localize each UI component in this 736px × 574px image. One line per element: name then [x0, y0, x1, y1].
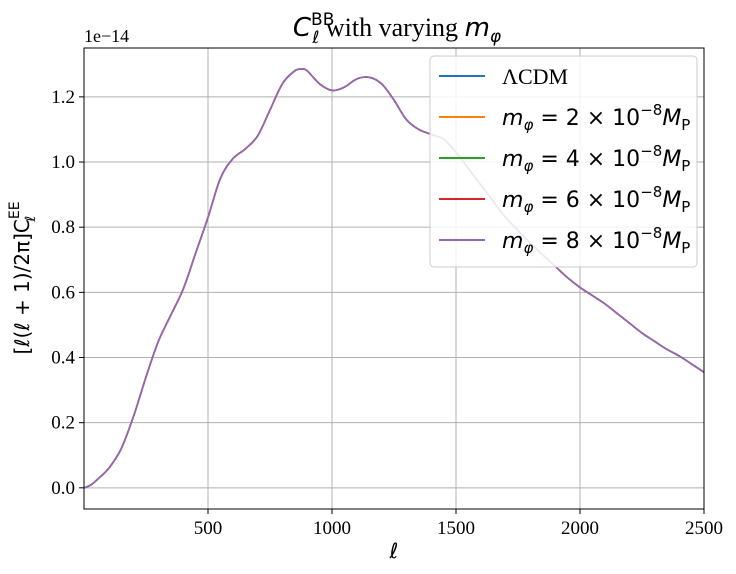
y-tick-label: 0.8 [51, 217, 75, 238]
y-tick-label: 0.2 [51, 413, 75, 434]
chart-title: CBB ℓ with varying mφ [293, 10, 502, 48]
x-axis-label: ℓ [389, 539, 399, 563]
x-tick-label: 1000 [313, 518, 351, 539]
legend-label-1: ΛCDM [502, 64, 568, 89]
x-tick-label: 2500 [685, 518, 723, 539]
series-line-5 [84, 68, 705, 489]
y-tick-label: 1.2 [51, 87, 75, 108]
y-tick-label: 0.4 [51, 348, 75, 369]
legend-box [429, 55, 698, 268]
x-tick-label: 1500 [437, 518, 475, 539]
legend-label-5: mφ = 8 × 10−8MP [502, 224, 690, 257]
y-axis-label: [ℓ(ℓ + 1)/2π]CEEℓ [7, 201, 39, 354]
y-offset-text: 1e−14 [84, 26, 129, 46]
x-tick-label: 2000 [561, 518, 599, 539]
y-tick-label: 0.6 [51, 282, 75, 303]
y-tick-label: 0.0 [51, 478, 75, 499]
x-tick-label: 500 [194, 518, 223, 539]
y-tick-label: 1.0 [51, 152, 75, 173]
legend-label-4: mφ = 6 × 10−8MP [502, 183, 690, 216]
legend-label-3: mφ = 4 × 10−8MP [502, 142, 690, 175]
plot-frame [83, 47, 705, 510]
series-lines [84, 68, 705, 489]
legend-label-2: mφ = 2 × 10−8MP [502, 101, 690, 134]
legend: ΛCDM mφ = 2 × 10−8MP mφ = 4 × 10−8MP mφ = 6… [429, 55, 698, 268]
y-axis-ticks: 0.0 0.2 0.4 0.6 0.8 1.0 1.2 [51, 87, 84, 499]
x-axis-ticks: 500 1000 1500 2000 2500 [194, 509, 723, 539]
